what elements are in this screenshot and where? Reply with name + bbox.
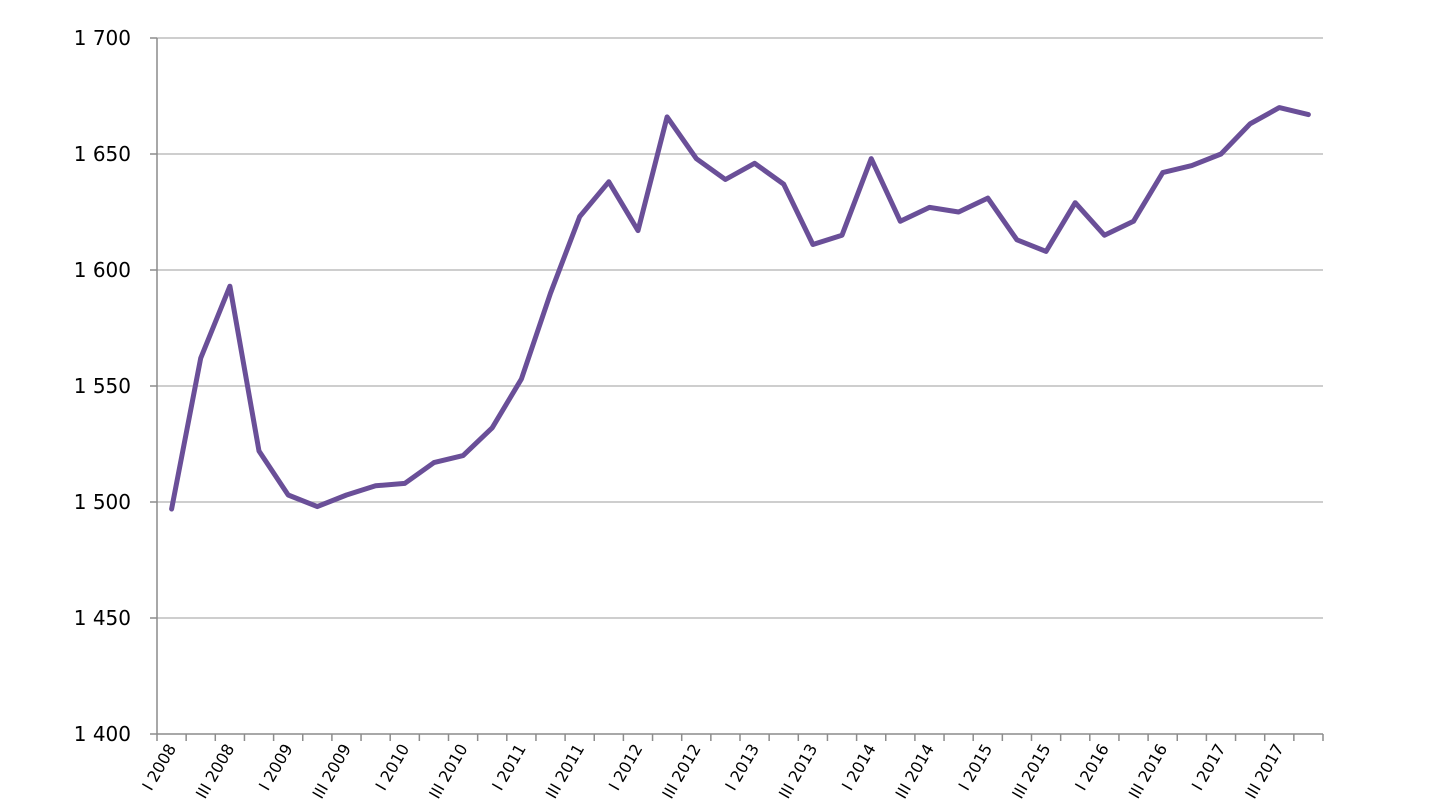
x-tick-label: III 2015 xyxy=(1008,741,1054,802)
x-tick-label: III 2010 xyxy=(425,741,471,802)
x-tick-label: III 2008 xyxy=(192,741,238,802)
x-tick-label: I 2008 xyxy=(138,741,180,794)
series-lines xyxy=(169,105,1311,512)
x-tick-label: I 2010 xyxy=(372,741,414,794)
y-tick-label: 1 400 xyxy=(74,722,131,746)
x-tick-label: I 2017 xyxy=(1188,741,1230,794)
axes xyxy=(150,37,1324,741)
series-line xyxy=(169,105,1311,512)
y-tick-label: 1 450 xyxy=(74,606,131,630)
x-tick-label: III 2014 xyxy=(892,741,938,802)
y-tick-label: 1 500 xyxy=(74,490,131,514)
x-tick-label: III 2016 xyxy=(1125,741,1171,802)
x-tick-label: I 2012 xyxy=(605,741,647,794)
x-tick-label: I 2014 xyxy=(838,741,880,794)
y-tick-labels: 1 400 1 450 1 500 1 550 1 600 1 650 1 700 xyxy=(74,26,131,746)
x-tick-labels: I 2008 III 2008 I 2009 III 2009 I 2010 III 20… xyxy=(138,741,1287,802)
x-tick-label: I 2009 xyxy=(255,741,297,794)
x-tick-label: III 2012 xyxy=(658,741,704,802)
y-tick-label: 1 650 xyxy=(74,142,131,166)
x-tick-label: III 2013 xyxy=(775,741,821,802)
x-tick-label: I 2013 xyxy=(721,741,763,794)
x-tick-label: III 2017 xyxy=(1241,741,1287,802)
y-tick-label: 1 700 xyxy=(74,26,131,50)
y-tick-label: 1 600 xyxy=(74,258,131,282)
x-tick-label: I 2015 xyxy=(955,741,997,794)
y-tick-label: 1 550 xyxy=(74,374,131,398)
x-tick-label: III 2009 xyxy=(309,741,355,802)
x-tick-label: I 2016 xyxy=(1071,741,1113,794)
x-tick-label: III 2011 xyxy=(542,741,588,802)
gridlines xyxy=(157,37,1323,619)
x-tick-label: I 2011 xyxy=(488,741,530,794)
